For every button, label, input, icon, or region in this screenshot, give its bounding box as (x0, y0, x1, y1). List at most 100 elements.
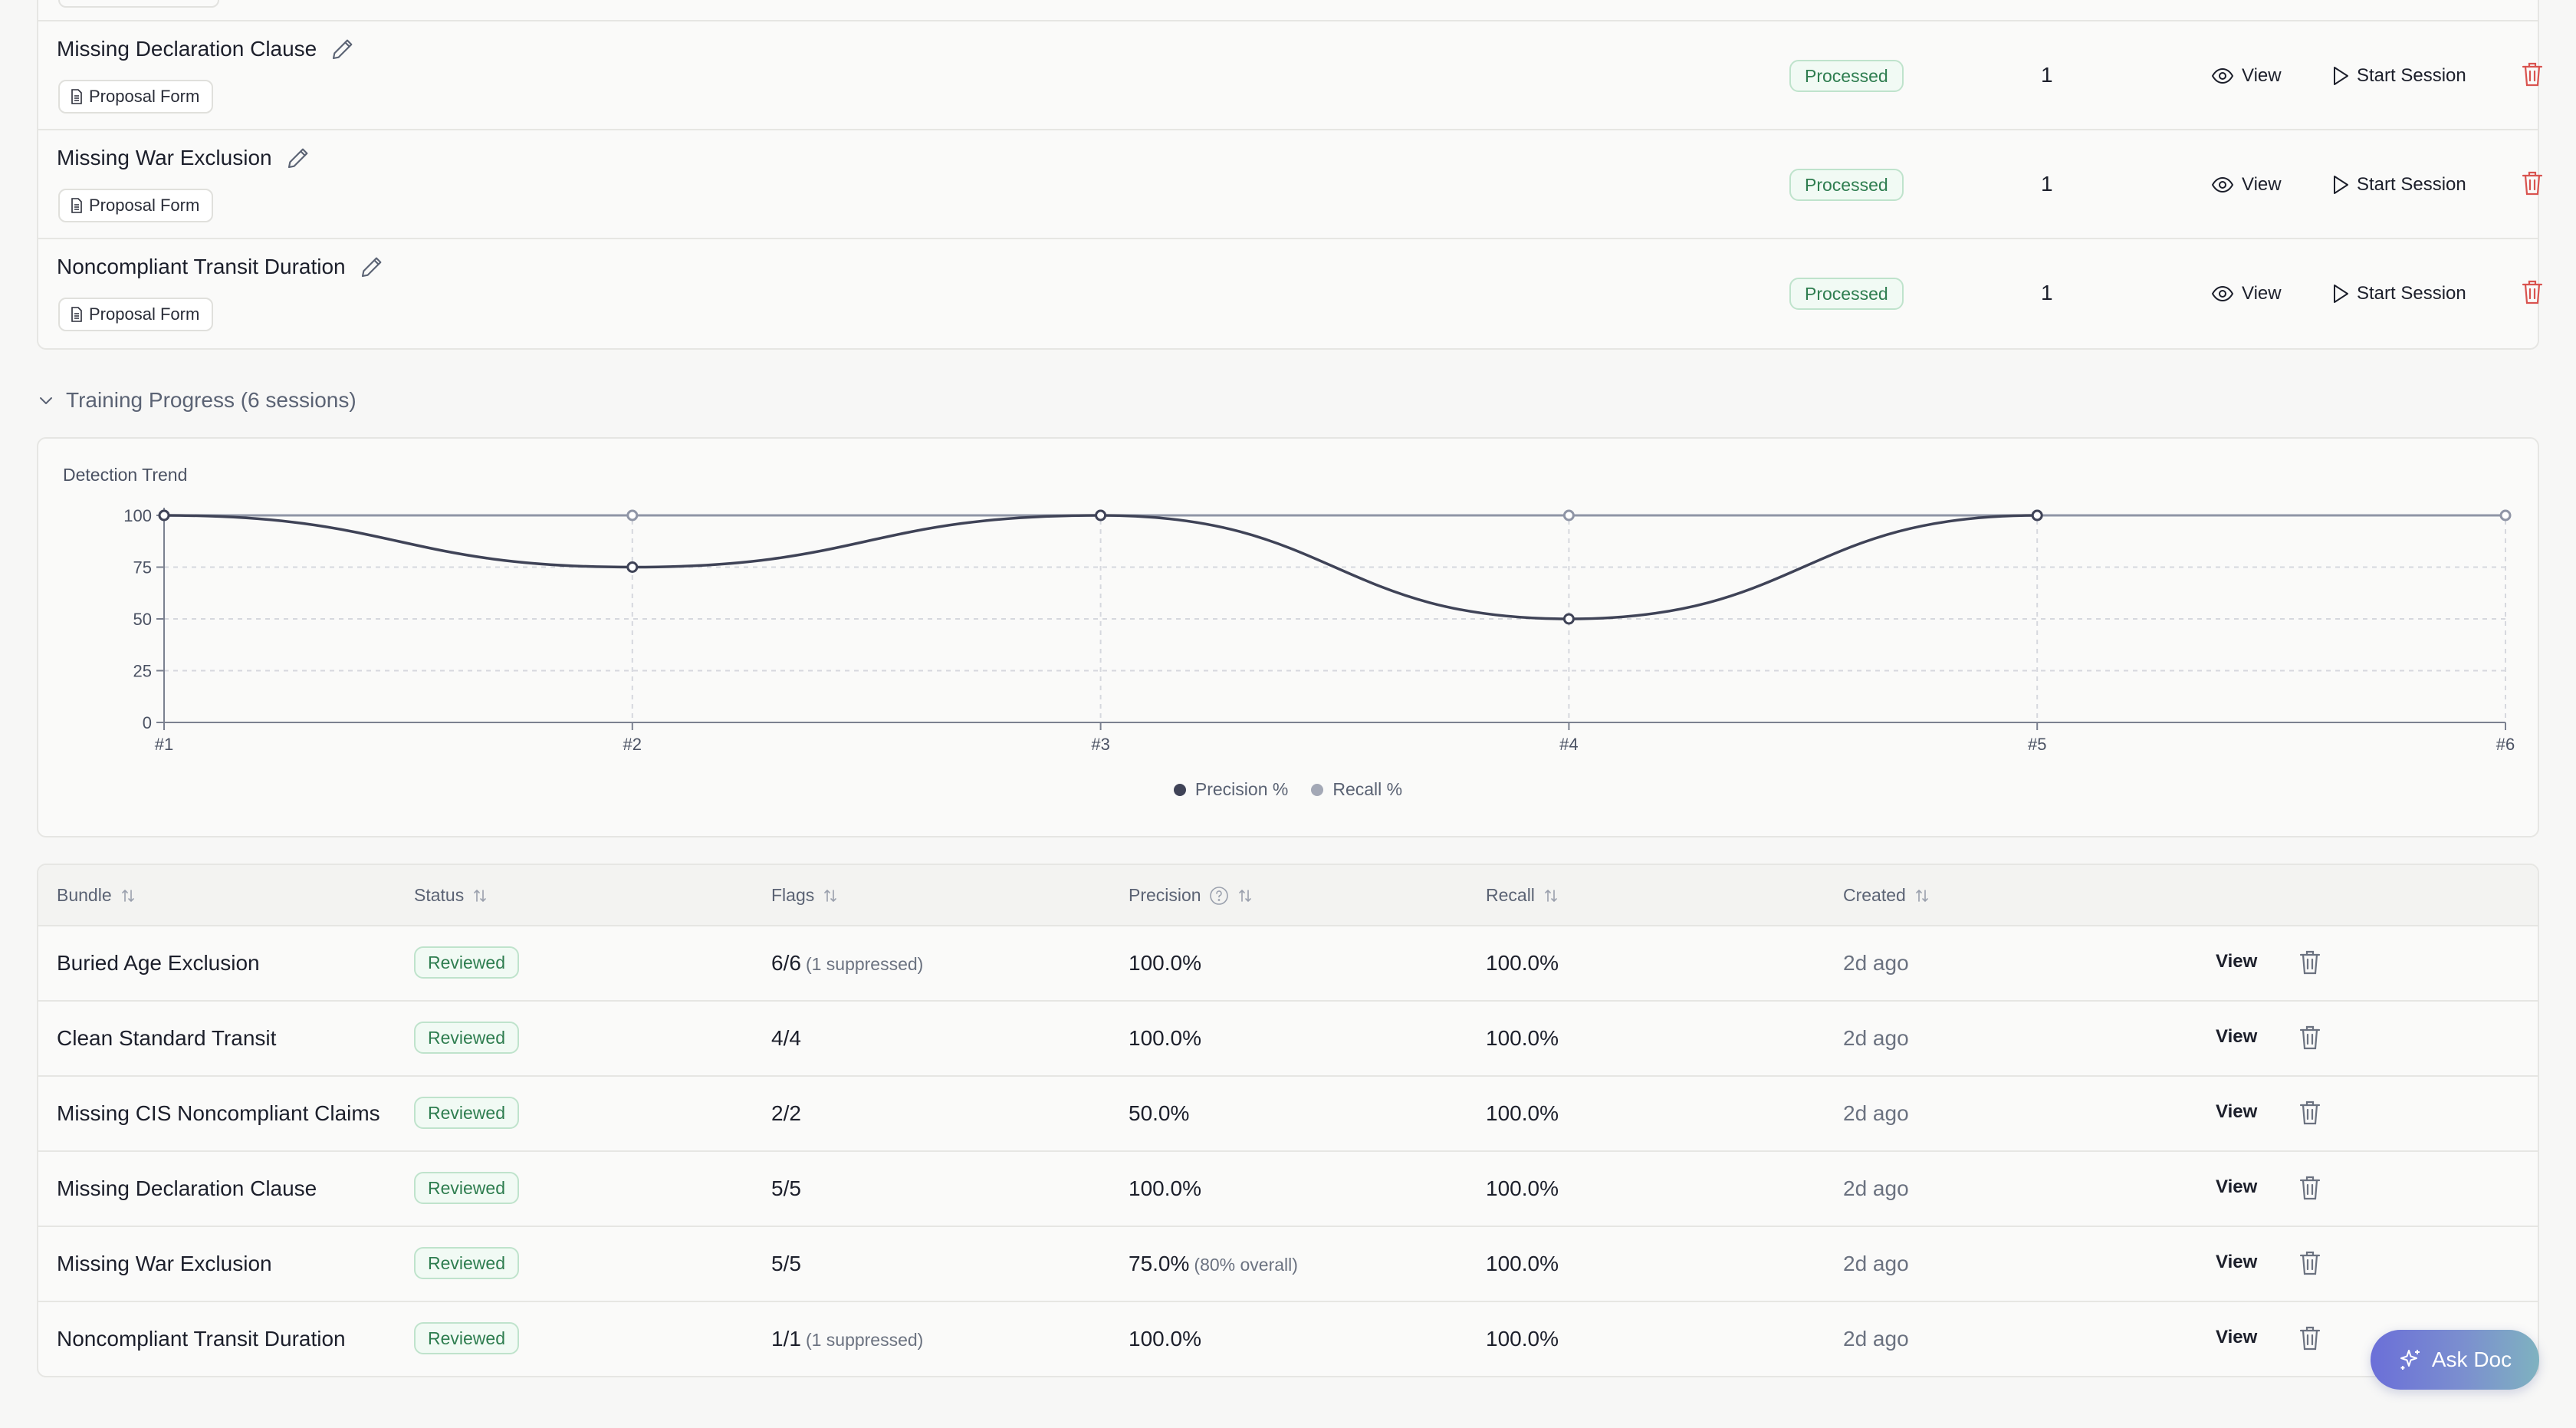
column-header-label: Recall (1486, 885, 1535, 905)
legend-item-precision[interactable]: Precision % (1173, 779, 1288, 800)
cell-created: 2d ago (1843, 1252, 1909, 1275)
data-point-precision (2031, 509, 2043, 522)
cell-bundle: Missing CIS Noncompliant Claims (57, 1101, 380, 1125)
document-chip[interactable]: Proposal Form (58, 189, 214, 222)
status-badge: Reviewed (414, 1172, 519, 1204)
cell-flags: 4/4 (771, 1026, 806, 1051)
document-chip[interactable]: Proposal Form (58, 298, 214, 331)
table-row[interactable]: Noncompliant Transit Duration Reviewed 1/1… (38, 1302, 2538, 1376)
bundle-name: Missing Declaration Clause (57, 37, 317, 61)
delete-button[interactable] (2521, 279, 2544, 305)
table-row[interactable]: Clean Standard Transit Reviewed 4/4 100.0% 1… (38, 1002, 2538, 1077)
play-icon (2332, 66, 2349, 86)
sort-icon (120, 887, 136, 904)
cell-recall: 100.0% (1486, 951, 1559, 975)
cell-created: 2d ago (1843, 1101, 1909, 1125)
sort-icon (472, 887, 488, 904)
x-tick-label: #6 (2496, 735, 2515, 754)
view-button[interactable]: View (2216, 1327, 2258, 1347)
view-button[interactable]: View (2211, 169, 2282, 201)
ask-doc-button[interactable]: Ask Doc (2371, 1330, 2539, 1390)
column-header-created[interactable]: Created (1843, 885, 1930, 906)
legend-item-recall[interactable]: Recall % (1311, 779, 1402, 800)
detection-trend-chart: 0 25 50 75 100 #1 #2 #3 #4 #5 #6 (123, 506, 2515, 754)
column-header-status[interactable]: Status (414, 885, 488, 906)
document-chip[interactable]: Proposal Form (58, 80, 214, 114)
view-button[interactable]: View (2216, 1026, 2258, 1047)
legend-swatch (1173, 783, 1186, 796)
view-button[interactable]: View (2211, 278, 2282, 310)
flags-value: 4/4 (771, 1026, 801, 1050)
legend-label: Recall % (1332, 779, 1403, 799)
column-header-precision[interactable]: Precision (1129, 885, 1254, 906)
bundle-row: Missing War Exclusion Proposal Form Proc… (38, 130, 2543, 239)
detection-trend-card: Detection Trend 0 25 50 75 100 #1 #2 #3 #4 #5 #6 P… (37, 437, 2539, 837)
delete-button[interactable] (2298, 1100, 2321, 1126)
cell-bundle: Buried Age Exclusion (57, 951, 260, 975)
view-button[interactable]: View (2216, 1101, 2258, 1122)
training-progress-toggle[interactable]: Training Progress (6 sessions) (37, 388, 356, 413)
delete-button[interactable] (2298, 1325, 2321, 1351)
flags-value: 2/2 (771, 1101, 801, 1125)
pencil-icon[interactable] (330, 37, 355, 61)
trash-icon (2521, 170, 2544, 196)
view-button[interactable]: View (2216, 1252, 2258, 1272)
chart-title: Detection Trend (63, 465, 188, 485)
view-button[interactable]: View (2216, 951, 2258, 972)
pencil-icon[interactable] (286, 146, 310, 170)
cell-precision: 100.0% (1129, 1026, 1206, 1051)
cell-created: 2d ago (1843, 1327, 1909, 1351)
view-button[interactable]: View (2216, 1176, 2258, 1197)
delete-button[interactable] (2298, 1250, 2321, 1276)
document-icon (71, 198, 83, 213)
start-session-button[interactable]: Start Session (2332, 169, 2466, 201)
view-button[interactable]: View (2211, 60, 2282, 92)
document-icon (71, 89, 83, 104)
start-session-label: Start Session (2357, 174, 2466, 195)
cell-flags: 5/5 (771, 1252, 806, 1276)
sort-icon (822, 887, 839, 904)
cell-bundle: Clean Standard Transit (57, 1026, 277, 1050)
training-progress-title: Training Progress (6 sessions) (66, 388, 356, 412)
document-chip-label: Proposal Form (89, 196, 200, 215)
table-row[interactable]: Missing CIS Noncompliant Claims Reviewed 2… (38, 1077, 2538, 1152)
pencil-icon[interactable] (360, 255, 384, 279)
help-circle-icon[interactable] (1209, 886, 1229, 906)
cell-precision: 100.0% (1129, 951, 1206, 976)
sparkle-icon (2398, 1347, 2423, 1372)
flags-value: 5/5 (771, 1176, 801, 1200)
precision-value: 100.0% (1129, 1026, 1201, 1050)
cell-recall: 100.0% (1486, 1026, 1559, 1050)
bundle-row: Missing Declaration Clause Proposal Form… (38, 21, 2543, 130)
flags-value: 6/6 (771, 951, 801, 975)
delete-button[interactable] (2521, 61, 2544, 87)
y-tick-label: 0 (143, 713, 152, 732)
delete-button[interactable] (2298, 949, 2321, 976)
delete-button[interactable] (2521, 170, 2544, 196)
trash-icon (2298, 949, 2321, 976)
column-header-flags[interactable]: Flags (771, 885, 839, 906)
start-session-button[interactable]: Start Session (2332, 278, 2466, 310)
column-header-recall[interactable]: Recall (1486, 885, 1559, 906)
table-row[interactable]: Buried Age Exclusion Reviewed 6/6 (1 suppre… (38, 926, 2538, 1002)
x-tick-label: #5 (2028, 735, 2046, 754)
data-point-precision (626, 561, 639, 573)
row-divider (38, 129, 2538, 130)
status-badge: Reviewed (414, 1022, 519, 1054)
delete-button[interactable] (2298, 1175, 2321, 1201)
cell-precision: 100.0% (1129, 1176, 1206, 1201)
start-session-label: Start Session (2357, 283, 2466, 304)
cell-bundle: Missing War Exclusion (57, 1252, 272, 1275)
delete-button[interactable] (2298, 1025, 2321, 1051)
cell-created: 2d ago (1843, 1176, 1909, 1200)
flags-value: 5/5 (771, 1252, 801, 1275)
y-tick-label: 100 (123, 506, 152, 525)
column-header-bundle[interactable]: Bundle (57, 885, 136, 906)
table-row[interactable]: Missing Declaration Clause Reviewed 5/5 100… (38, 1152, 2538, 1227)
table-row[interactable]: Missing War Exclusion Reviewed 5/5 75.0% (80… (38, 1227, 2538, 1302)
status-badge: Reviewed (414, 946, 519, 979)
cell-bundle: Missing Declaration Clause (57, 1176, 317, 1200)
bundle-name-group: Missing Declaration Clause (57, 37, 355, 61)
trash-icon (2298, 1175, 2321, 1201)
start-session-button[interactable]: Start Session (2332, 60, 2466, 92)
